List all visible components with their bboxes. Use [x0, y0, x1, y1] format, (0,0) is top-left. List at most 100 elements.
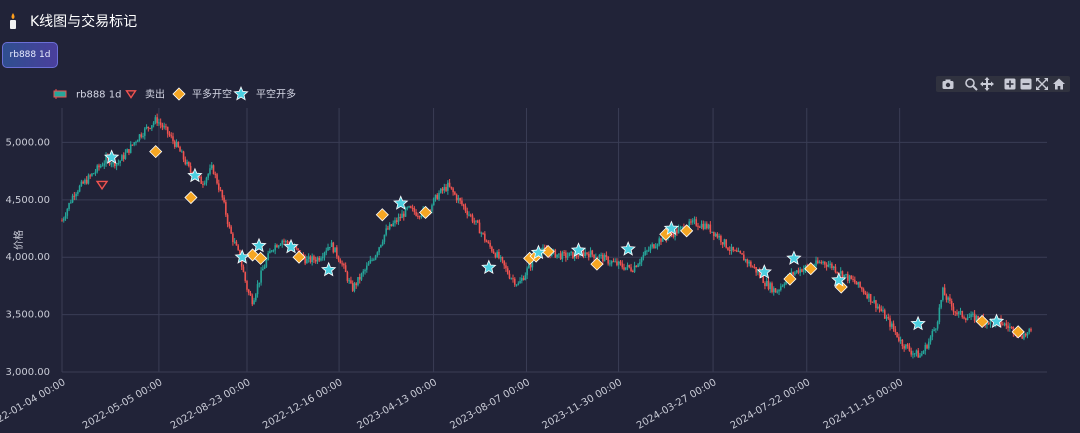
candle: [468, 211, 470, 217]
candle: [952, 303, 955, 315]
candle-body: [87, 175, 90, 184]
candle-body: [133, 142, 136, 145]
candle-body: [144, 128, 146, 136]
candle-body: [732, 246, 735, 251]
page-title: K线图与交易标记: [30, 14, 138, 30]
candle-body: [783, 284, 786, 286]
zoom-in-icon[interactable]: [1003, 77, 1017, 91]
candle: [526, 266, 528, 280]
candle: [859, 281, 861, 289]
candle: [161, 122, 164, 131]
candle: [919, 352, 921, 358]
candle-body: [82, 181, 84, 184]
zoom-out-icon[interactable]: [1019, 77, 1033, 91]
candle-body: [258, 282, 261, 285]
candle: [970, 311, 972, 320]
candle: [129, 141, 132, 154]
candle: [743, 250, 745, 261]
candle: [230, 225, 232, 234]
candle-body: [496, 251, 498, 258]
candle-body: [839, 271, 842, 274]
legend-item: 卖出: [125, 88, 165, 101]
candle: [367, 260, 370, 266]
candle: [639, 258, 641, 267]
candle-body: [743, 254, 745, 261]
candle: [172, 132, 174, 145]
candle-body: [559, 253, 562, 260]
legend: rb888 1d 卖出 平多开空 平空开多: [53, 85, 296, 101]
candle: [649, 244, 652, 254]
candle: [165, 123, 167, 131]
x-tick-label: 2024-11-15 00:00: [822, 377, 906, 432]
candle-body: [940, 299, 942, 308]
candle-body: [448, 182, 451, 187]
candle-body: [614, 261, 617, 263]
candle-body: [358, 277, 361, 280]
candle: [214, 171, 217, 179]
candle-body: [256, 284, 259, 295]
candle-body: [617, 261, 620, 266]
candle-body: [529, 264, 532, 268]
candle-body: [924, 345, 927, 352]
candle-body: [949, 297, 951, 301]
candle: [769, 281, 772, 293]
candle-body: [827, 264, 830, 267]
candle: [781, 284, 784, 288]
candle-body: [78, 185, 81, 192]
candle: [149, 127, 151, 130]
candle: [854, 276, 856, 285]
candle-body: [795, 270, 798, 273]
close-long-open-short-marker: [254, 251, 268, 265]
candle-body: [492, 251, 495, 254]
candle: [471, 213, 474, 224]
autoscale-icon[interactable]: [1035, 77, 1049, 91]
candle-body: [908, 346, 911, 351]
candle-body: [693, 219, 696, 221]
candle-body: [119, 160, 121, 164]
candle-body: [276, 245, 278, 248]
candle: [1023, 331, 1025, 341]
candle-body: [265, 259, 268, 267]
candle: [154, 115, 157, 125]
candle: [399, 213, 402, 222]
candle: [475, 220, 477, 225]
candle-body: [915, 350, 918, 354]
candle-body: [651, 244, 653, 247]
candle-body: [857, 281, 860, 285]
candle: [778, 288, 780, 296]
y-axis-label: 价格: [12, 230, 25, 250]
candle-body: [110, 163, 113, 165]
candle-body: [387, 228, 389, 230]
candle: [395, 217, 398, 225]
tab-rb888-1d[interactable]: rb888 1d: [2, 42, 58, 68]
candle: [928, 338, 930, 350]
camera-icon[interactable]: [941, 77, 955, 91]
candle: [364, 268, 366, 275]
candle-body: [165, 126, 167, 128]
candle: [602, 252, 604, 265]
candle: [846, 271, 849, 284]
candle: [922, 350, 925, 355]
candle: [371, 257, 373, 262]
candle: [142, 132, 144, 139]
candle-body: [202, 183, 204, 185]
candle: [369, 255, 372, 264]
zoom-icon[interactable]: [964, 77, 978, 91]
reset-axes-icon[interactable]: [1052, 77, 1066, 91]
candle: [177, 141, 180, 148]
candle: [799, 267, 801, 277]
candle: [820, 260, 823, 265]
candle-body: [436, 194, 439, 200]
pan-icon[interactable]: [980, 77, 994, 91]
candle-body: [71, 195, 74, 203]
candle: [110, 161, 113, 168]
candle: [381, 239, 384, 247]
candle: [587, 251, 590, 261]
candle-body: [230, 226, 232, 234]
candle-body: [882, 310, 884, 312]
candle: [166, 126, 169, 138]
candle: [323, 251, 326, 261]
candle: [744, 258, 747, 263]
candle: [817, 257, 819, 265]
